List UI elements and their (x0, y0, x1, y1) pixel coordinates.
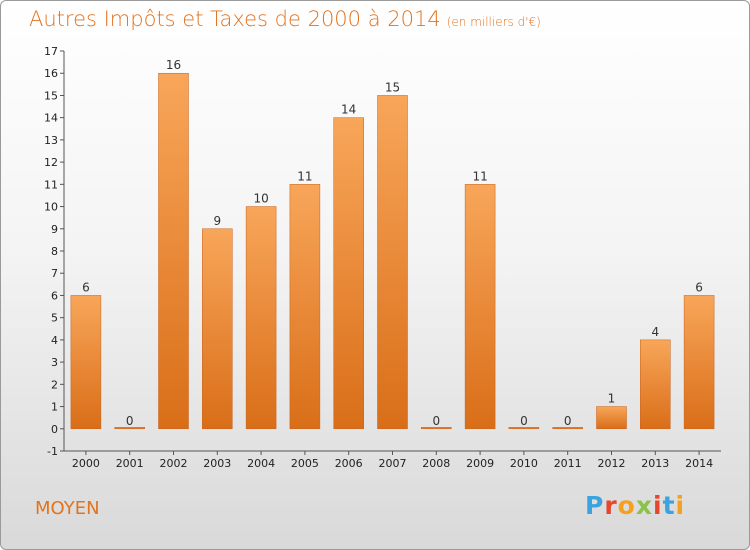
logo-letter: i (675, 491, 686, 520)
x-tick-label: 2011 (554, 457, 582, 470)
y-tick-label: 4 (51, 334, 58, 347)
bar (596, 406, 627, 430)
y-tick-label: 8 (51, 245, 58, 258)
bar (70, 295, 102, 430)
bar-value-label: 6 (82, 280, 90, 294)
y-tick-label: 15 (44, 89, 58, 102)
logo-letter: o (617, 491, 636, 520)
chart-subtitle: (en milliers d'€) (446, 15, 541, 29)
bar-value-label: 0 (564, 414, 572, 428)
bar-value-label: 11 (297, 169, 312, 183)
y-tick-label: 12 (44, 156, 58, 169)
x-tick-label: 2006 (335, 457, 363, 470)
y-tick-label: 0 (51, 423, 58, 436)
bar (289, 184, 321, 430)
bar-value-label: 0 (432, 414, 440, 428)
y-tick-label: 5 (51, 312, 58, 325)
y-tick-label: 17 (44, 45, 58, 58)
bar (158, 72, 189, 430)
x-tick-label: 2009 (466, 457, 494, 470)
x-tick-label: 2008 (422, 457, 450, 470)
bar (333, 117, 364, 430)
bar (202, 228, 233, 430)
bar (508, 427, 540, 430)
bar-value-label: 16 (166, 58, 181, 72)
bar-value-label: 1 (608, 392, 616, 406)
bar-value-label: 6 (695, 280, 703, 294)
logo-letter: i (653, 491, 663, 520)
bar (114, 427, 145, 430)
x-tick-label: 2004 (247, 457, 275, 470)
y-tick-label: 7 (51, 267, 58, 280)
proxiti-logo: Proxiti (585, 491, 685, 520)
bar-value-label: 15 (385, 80, 400, 94)
y-tick-label: 2 (51, 378, 58, 391)
bar-value-label: 4 (651, 325, 659, 339)
bar (377, 95, 408, 430)
y-tick-label: 9 (51, 223, 58, 236)
x-tick-label: 2010 (510, 457, 538, 470)
y-tick-label: 14 (44, 112, 58, 125)
bar-value-label: 0 (520, 414, 528, 428)
chart-title: Autres Impôts et Taxes de 2000 à 2014 (en… (29, 7, 541, 31)
logo-letter: x (635, 491, 653, 520)
bar-value-label: 11 (472, 169, 487, 183)
y-tick-label: 6 (51, 289, 58, 302)
bar-value-label: 9 (213, 214, 221, 228)
logo-letter: t (662, 491, 676, 520)
x-tick-label: 2001 (116, 457, 144, 470)
bar (245, 206, 277, 430)
x-tick-label: 2012 (598, 457, 626, 470)
bar (683, 295, 715, 430)
bar (421, 427, 452, 430)
x-tick-label: 2013 (641, 457, 669, 470)
bar-value-label: 14 (341, 103, 356, 117)
x-tick-label: 2007 (379, 457, 407, 470)
y-tick-label: 11 (44, 178, 58, 191)
x-tick-label: 2002 (160, 457, 188, 470)
x-tick-label: 2014 (685, 457, 713, 470)
logo-letter: P (585, 491, 605, 520)
bar (464, 184, 496, 430)
bar-value-label: 10 (253, 192, 268, 206)
y-tick-label: 16 (44, 67, 58, 80)
y-tick-label: 10 (44, 201, 58, 214)
bar (640, 339, 671, 430)
y-tick-label: 13 (44, 134, 58, 147)
logo-letter: r (604, 491, 618, 520)
x-tick-label: 2003 (203, 457, 231, 470)
bar (552, 427, 583, 430)
y-tick-label: -1 (47, 445, 58, 458)
bar-value-label: 0 (126, 414, 134, 428)
x-tick-label: 2000 (72, 457, 100, 470)
chart-title-text: Autres Impôts et Taxes de 2000 à 2014 (29, 7, 441, 31)
x-tick-label: 2005 (291, 457, 319, 470)
commune-name: MOYEN (35, 498, 100, 519)
y-tick-label: 1 (51, 401, 58, 414)
y-tick-label: 3 (51, 356, 58, 369)
